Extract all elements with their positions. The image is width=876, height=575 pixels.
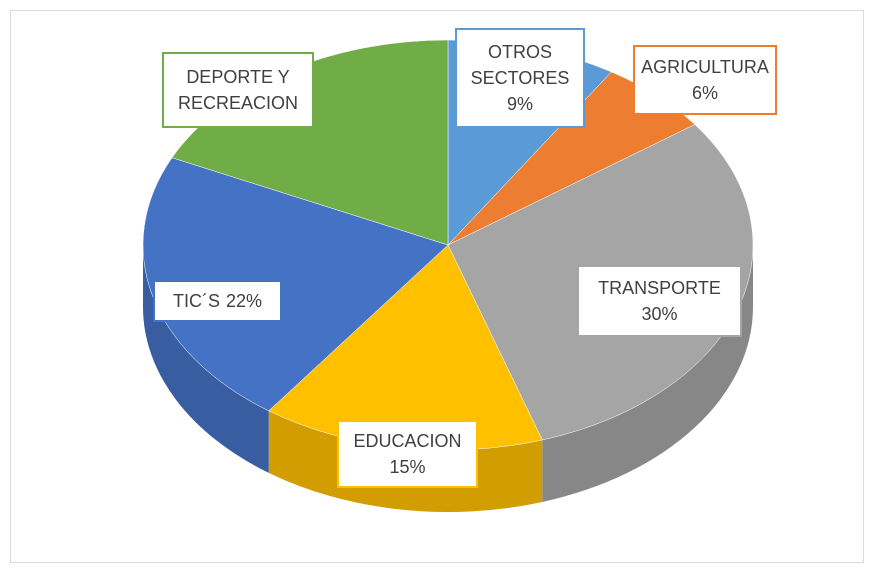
value-label: 9%	[506, 94, 533, 114]
category-label: AGRICULTURA	[641, 57, 769, 77]
value-label: 22%	[225, 291, 263, 311]
data-label: EDUCACION 15%	[337, 420, 478, 488]
category-label: TRANSPORTE	[598, 278, 721, 298]
category-label: TIC´S	[172, 291, 220, 311]
value-label: 6%	[691, 83, 718, 103]
data-label: TIC´S 22%	[153, 280, 282, 322]
slice-side	[143, 245, 269, 473]
category-label: EDUCACION	[353, 431, 462, 451]
data-label: OTROS SECTORES 9%	[455, 28, 585, 128]
value-label: 15%	[389, 457, 426, 477]
data-label: TRANSPORTE 30%	[577, 265, 742, 337]
slice-side	[542, 245, 753, 502]
data-label: DEPORTE Y RECREACION	[162, 52, 314, 128]
category-label: DEPORTE Y RECREACION	[177, 67, 298, 113]
data-label: AGRICULTURA 6%	[633, 45, 777, 115]
value-label: 30%	[641, 304, 678, 324]
category-label: OTROS SECTORES	[470, 42, 570, 88]
chart-frame	[10, 10, 864, 563]
